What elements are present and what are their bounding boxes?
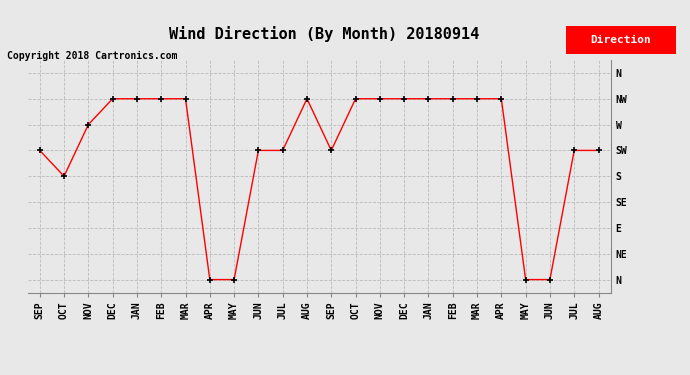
Text: Wind Direction (By Month) 20180914: Wind Direction (By Month) 20180914: [169, 26, 480, 42]
Text: Copyright 2018 Cartronics.com: Copyright 2018 Cartronics.com: [7, 51, 177, 61]
Text: Direction: Direction: [591, 35, 651, 45]
